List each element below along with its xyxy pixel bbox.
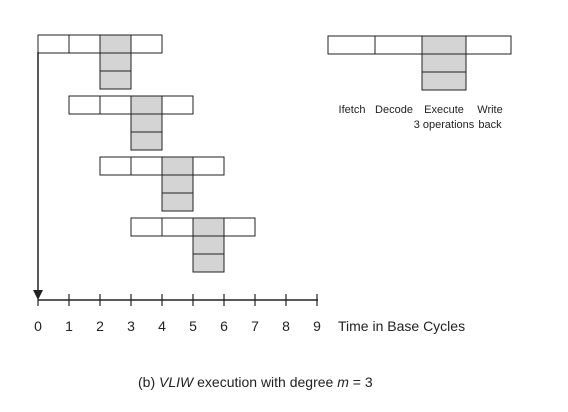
execute-op-cell: [99, 70, 132, 90]
execute-op-cell: [161, 192, 194, 212]
caption-vliw: VLIW: [159, 374, 195, 390]
execute-op-cell: [99, 34, 132, 54]
stage-cell-write-back: [192, 156, 225, 176]
legend-execute-label: Execute: [424, 104, 464, 116]
caption: (b) VLIW execution with degree m = 3: [138, 374, 373, 390]
instruction-group-4: [130, 217, 256, 273]
legend-decode-label: Decode: [375, 104, 413, 116]
stage-cell-write-back: [223, 217, 256, 237]
pipeline-rows: [37, 34, 256, 273]
time-tick-label: 3: [127, 318, 135, 334]
legend-execute-cell-3: [421, 71, 467, 91]
instruction-group-2: [68, 95, 194, 151]
execute-op-cell: [130, 95, 163, 115]
stage-cell-ifetch: [99, 156, 132, 176]
stage-cell-decode: [99, 95, 132, 115]
legend-write-sublabel: back: [478, 119, 502, 131]
instruction-group-1: [37, 34, 163, 90]
stage-cell-ifetch: [37, 34, 70, 54]
stage-cell-decode: [68, 34, 101, 54]
time-tick-label: 7: [251, 318, 259, 334]
execute-op-cell: [161, 156, 194, 176]
legend-fetch-label: Ifetch: [339, 104, 366, 116]
stage-cell-write-back: [161, 95, 194, 115]
time-tick-label: 5: [189, 318, 197, 334]
stage-cell-decode: [130, 156, 163, 176]
legend-write-label: Write: [477, 104, 502, 116]
time-tick-label: 0: [34, 318, 42, 334]
execute-op-cell: [130, 131, 163, 151]
legend-write-cell: [465, 35, 512, 55]
legend-execute-cell-2: [421, 53, 467, 73]
caption-middle: execution with degree: [193, 374, 337, 390]
stage-cell-ifetch: [68, 95, 101, 115]
legend: Ifetch Decode Execute 3 operations Write…: [327, 35, 512, 131]
stage-cell-write-back: [130, 34, 163, 54]
execute-op-cell: [130, 113, 163, 133]
execute-op-cell: [99, 52, 132, 72]
execute-op-cell: [192, 253, 225, 273]
execute-op-cell: [192, 235, 225, 255]
time-tick-label: 1: [65, 318, 73, 334]
caption-prefix: (b): [138, 374, 159, 390]
caption-suffix: = 3: [349, 374, 373, 390]
time-axis-ticks: [37, 294, 318, 306]
stage-cell-decode: [161, 217, 194, 237]
caption-m: m: [337, 374, 349, 390]
time-axis-tick-labels: 0 1 2 3 4 5 6 7 8 9: [34, 318, 321, 334]
legend-decode-cell: [374, 35, 423, 55]
legend-execute-cell-1: [421, 35, 467, 55]
time-tick-label: 4: [158, 318, 166, 334]
instruction-group-3: [99, 156, 225, 212]
time-axis-title: Time in Base Cycles: [338, 318, 465, 334]
execute-op-cell: [192, 217, 225, 237]
execute-op-cell: [161, 174, 194, 194]
time-tick-label: 9: [313, 318, 321, 334]
time-tick-label: 6: [220, 318, 228, 334]
time-tick-label: 8: [282, 318, 290, 334]
time-tick-label: 2: [96, 318, 104, 334]
legend-execute-sublabel: 3 operations: [414, 119, 475, 131]
stage-cell-ifetch: [130, 217, 163, 237]
legend-fetch-cell: [327, 35, 376, 55]
